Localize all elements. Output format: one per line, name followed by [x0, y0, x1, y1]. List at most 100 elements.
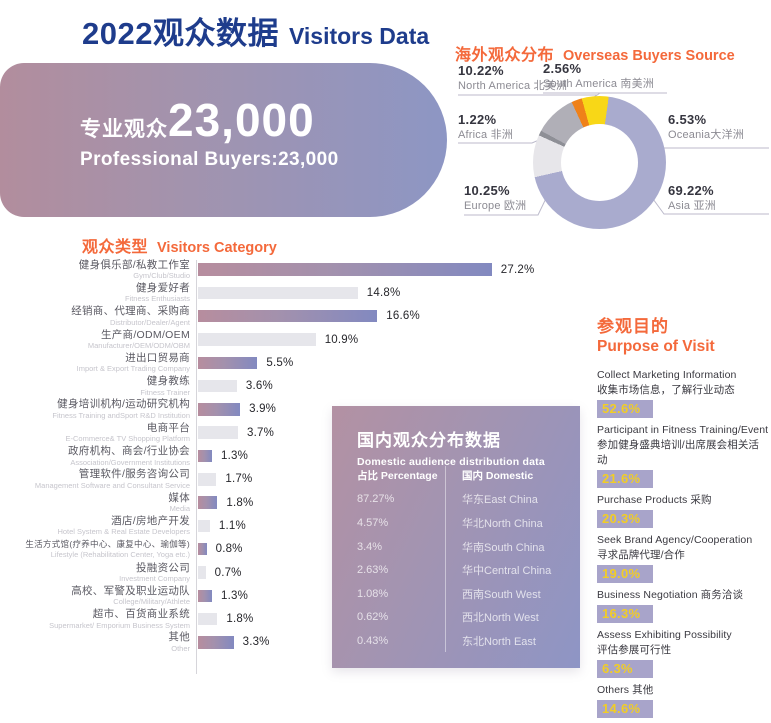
bar-track: 0.7%: [198, 566, 242, 579]
bar-category-zh: 投融资公司: [136, 561, 190, 574]
bar-row: 管理软件/服务咨询公司 Management Software and Consu…: [0, 468, 580, 491]
purpose-item-label: Others 其他: [597, 683, 654, 696]
domestic-col-region: 国内 Domestic: [462, 470, 534, 483]
bar-value: 1.1%: [218, 519, 246, 532]
bar: [198, 379, 237, 393]
visitors-category-title: 观众类型 Visitors Category: [82, 233, 277, 257]
overseas-section-title: 海外观众分布 Overseas Buyers Source: [455, 41, 735, 65]
domestic-table-row: 3.4% 华南South China: [357, 535, 566, 559]
domestic-pct: 2.63%: [357, 564, 389, 577]
bar-value: 0.8%: [215, 543, 243, 556]
bar-row: 健身教练 Fitness Trainer 3.6%: [0, 374, 580, 397]
domestic-table-row: 87.27% 华东East China: [357, 488, 566, 512]
purpose-item: Business Negotiation 商务洽谈 16.3%: [597, 588, 769, 625]
purpose-item: Others 其他 14.6%: [597, 683, 769, 720]
donut-name: Africa 非洲: [458, 129, 513, 141]
bar-category-zh: 管理软件/服务咨询公司: [78, 468, 190, 481]
bar-category-en: Lifestyle (Rehabilitation Center, Yoga e…: [50, 549, 190, 559]
purpose-percentage-chip: 14.6%: [597, 699, 653, 718]
domestic-table: 占比 Percentage 国内 Domestic 87.27% 华东East C…: [357, 464, 566, 653]
page-title-zh: 2022观众数据: [82, 16, 279, 51]
bar-category-label: 投融资公司 Investment Company: [0, 561, 198, 583]
bar-chart-axis: [196, 260, 197, 674]
purpose-title: 参观目的 Purpose of Visit: [597, 316, 769, 357]
banner-count-line: 专业观众 23,000: [80, 97, 339, 143]
page-title-en: Visitors Data: [288, 23, 430, 49]
domestic-region: 华中Central China: [462, 565, 552, 578]
bar-category-label: 生活方式馆(疗养中心、康复中心、瑜伽等) Lifestyle (Rehabilit…: [0, 540, 198, 558]
bar-category-label: 健身教练 Fitness Trainer: [0, 376, 198, 396]
donut-pct: 69.22%: [668, 183, 714, 198]
domestic-rows: 87.27% 华东East China 4.57% 华北North China 3.4%…: [357, 488, 566, 653]
domestic-pct: 0.43%: [357, 634, 389, 647]
bar-category-label: 管理软件/服务咨询公司 Management Software and Consu…: [0, 469, 198, 489]
domestic-pct: 3.4%: [357, 540, 383, 553]
bar-category-en: Hotel System & Real Estate Developers: [57, 527, 190, 537]
purpose-item-label: Purchase Products 采购: [597, 493, 712, 506]
bar-value: 1.8%: [226, 496, 254, 509]
domestic-title: 国内观众分布数据: [357, 431, 501, 450]
domestic-table-row: 1.08% 西南South West: [357, 582, 566, 606]
bar: [198, 612, 218, 626]
overseas-donut-chart: [533, 96, 666, 229]
bar-category-en: Other: [171, 643, 190, 653]
bar-row: 酒店/房地产开发 Hotel System & Real Estate Devel…: [0, 514, 580, 537]
bar-category-label: 生产商/ODM/OEM Manufacturer/OEM/ODM/OBM: [0, 330, 198, 350]
bar: [198, 403, 241, 416]
domestic-region: 华东East China: [462, 494, 538, 507]
bar-category-label: 进出口贸易商 Import & Export Trading Company: [0, 353, 198, 373]
domestic-pct: 0.62%: [357, 611, 389, 624]
domestic-table-row: 2.63% 华中Central China: [357, 558, 566, 582]
bar-row: 政府机构、商会/行业协会 Association/Government Insti…: [0, 444, 580, 467]
purpose-percentage-chip: 6.3%: [597, 659, 653, 678]
bar: [198, 636, 234, 649]
bar-category-label: 电商平台 E-Commerce& TV Shopping Platform: [0, 423, 198, 443]
bar-track: 5.5%: [198, 356, 293, 370]
bar-row: 其他 Other 3.3%: [0, 631, 580, 654]
domestic-distribution-panel: 国内观众分布数据 Domestic audience distribution …: [332, 406, 580, 668]
donut-label-north-america: 10.22% North America 北美洲: [458, 64, 567, 92]
donut-label-oceania: 6.53% Oceania大洋洲: [668, 113, 744, 141]
category-title-zh: 观众类型: [82, 239, 149, 256]
purpose-item: Purchase Products 采购 20.3%: [597, 493, 769, 530]
bar-category-zh: 健身教练: [146, 375, 190, 388]
bar-category-label: 媒体 Media: [0, 493, 198, 513]
purpose-percentage-chip: 21.6%: [597, 469, 653, 488]
bar-category-en: Manufacturer/OEM/ODM/OBM: [87, 341, 190, 351]
bar-category-en: Association/Government Institutions: [70, 457, 190, 467]
bar-category-label: 高校、军警及职业运动队 College/Military/Athlete: [0, 586, 198, 606]
bar-value: 3.9%: [249, 403, 277, 416]
purpose-percentage-chip: 52.6%: [597, 399, 653, 418]
bar-category-zh: 其他: [168, 631, 190, 644]
domestic-region: 东北North East: [462, 635, 536, 648]
domestic-region: 西南South West: [462, 588, 541, 601]
bar-category-en: Distributor/Dealer/Agent: [109, 317, 190, 327]
purpose-item: Participant in Fitness Training/Event 参加健…: [597, 423, 769, 490]
purpose-title-zh: 参观目的: [597, 317, 669, 336]
professional-buyers-banner: 专业观众 23,000 Professional Buyers:23,000: [0, 63, 447, 217]
bar: [198, 286, 358, 300]
bar: [198, 566, 206, 579]
bar-track: 1.3%: [198, 449, 249, 463]
purpose-percentage-chip: 19.0%: [597, 564, 653, 583]
bar-value: 1.3%: [221, 589, 249, 602]
bar-category-zh: 高校、军警及职业运动队: [71, 584, 190, 597]
bar: [198, 356, 258, 370]
donut-hole: [561, 124, 638, 201]
domestic-region: 华北North China: [462, 517, 543, 530]
donut-name: North America 北美洲: [458, 80, 568, 92]
purpose-item: Assess Exhibiting Possibility 评估参展可行性 6.3%: [597, 628, 769, 680]
bar-category-label: 健身爱好者 Fitness Enthusiasts: [0, 283, 198, 303]
donut-pct: 6.53%: [668, 112, 707, 127]
bar-category-zh: 政府机构、商会/行业协会: [67, 445, 190, 458]
bar-category-zh: 经销商、代理商、采购商: [71, 305, 190, 318]
bar-track: 1.3%: [198, 589, 249, 603]
bar: [198, 589, 212, 603]
bar-row: 进出口贸易商 Import & Export Trading Company 5.5…: [0, 351, 580, 374]
bar-category-zh: 生活方式馆(疗养中心、康复中心、瑜伽等): [25, 539, 190, 550]
bar-track: 0.8%: [198, 542, 243, 556]
bar-rows: 健身俱乐部/私教工作室 Gym/Club/Studio 27.2% 健身爱好者 Fitn…: [0, 258, 580, 654]
domestic-table-divider: [445, 466, 446, 652]
bar-value: 1.3%: [221, 450, 249, 463]
bar-track: 3.6%: [198, 379, 273, 393]
